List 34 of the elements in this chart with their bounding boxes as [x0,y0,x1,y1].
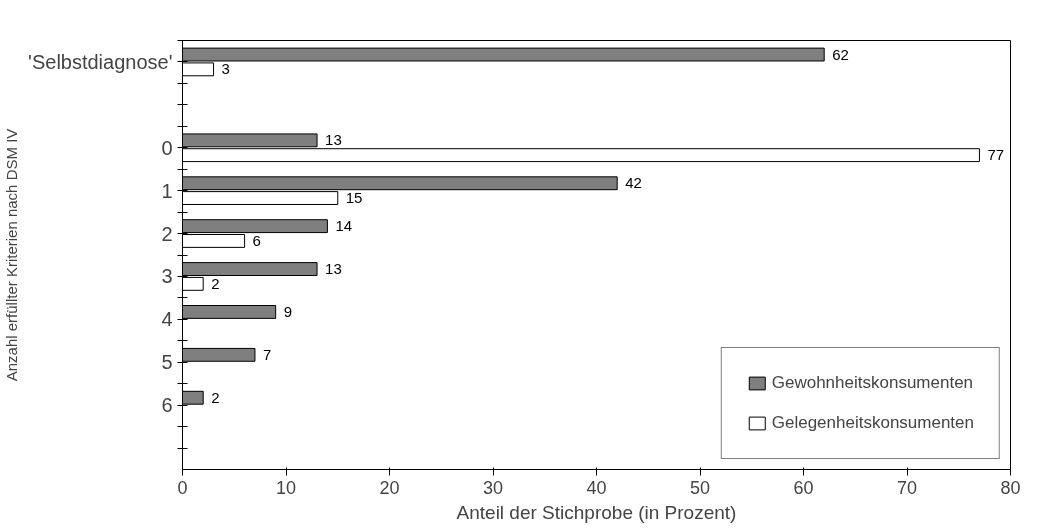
y-tick-label: 5 [161,351,173,374]
y-tick-label: 2 [161,222,173,245]
data-label: 42 [625,174,642,192]
x-tick-label: 10 [275,477,297,498]
x-tick-label: 70 [896,477,918,498]
data-label: 13 [325,260,342,278]
y-tick-label: 'Selbstdiagnose' [28,50,173,73]
x-tick-label: 0 [177,477,188,498]
x-tick-label: 60 [793,477,814,498]
x-tick-label: 80 [1000,477,1021,498]
y-tick-label: 4 [161,308,173,331]
data-label: 77 [987,146,1005,164]
x-tick-label: 30 [482,477,504,498]
legend-label: Gelegenheitskonsumenten [771,413,974,433]
data-label: 7 [262,345,272,363]
data-label: 13 [325,131,342,149]
x-tick-label: 20 [379,477,400,498]
y-tick-label: 0 [161,136,173,159]
data-label: 2 [211,388,220,406]
y-tick-label: 3 [161,265,173,288]
y-axis-title: Anzahl erfüllter Kriterien nach DSM IV [3,128,21,382]
y-tick-label: 1 [161,179,173,202]
x-tick-label: 50 [689,477,711,498]
data-label: 3 [221,60,230,78]
data-label: 9 [283,302,292,320]
y-tick-label: 6 [161,394,173,417]
x-axis-title: Anteil der Stichprobe (in Prozent) [456,501,737,523]
x-tick-label: 40 [586,477,607,498]
data-label: 2 [211,274,220,292]
legend-label: Gewohnheitskonsumenten [771,373,974,393]
data-label: 15 [345,189,363,207]
data-label: 6 [252,231,261,249]
data-label: 14 [335,217,353,235]
data-label: 62 [832,45,849,63]
